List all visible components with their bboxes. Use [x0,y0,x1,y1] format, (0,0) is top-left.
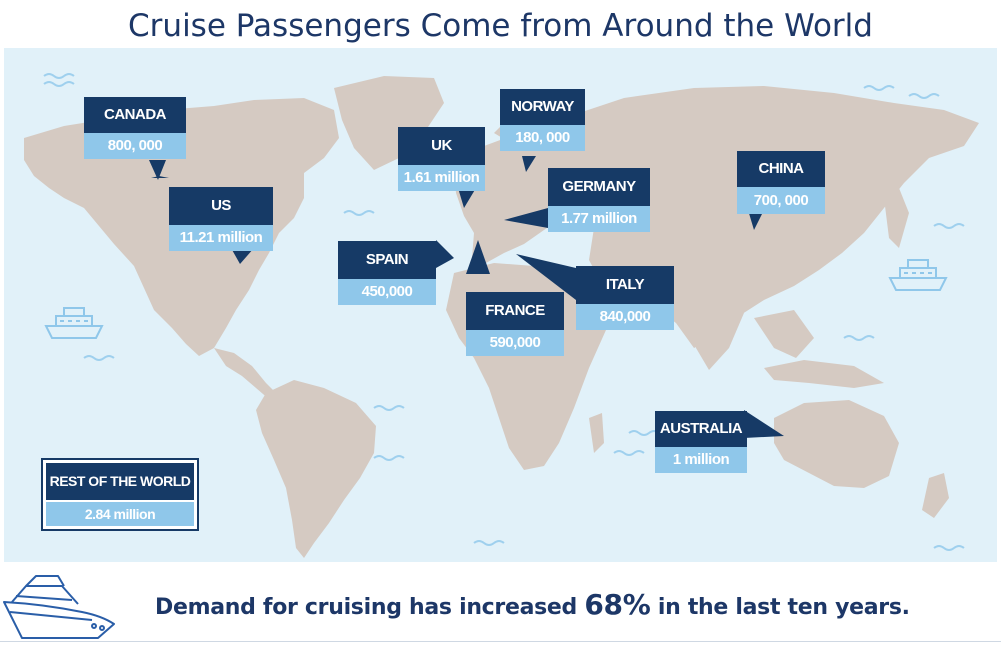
passenger-count: 590,000 [466,330,564,356]
pointer-norway [522,156,536,172]
passenger-count: 800, 000 [84,133,186,159]
country-label: NORWAY [500,89,585,125]
continent-new-zealand [922,473,949,518]
callout-australia: AUSTRALIA 1 million [655,411,747,473]
continent-madagascar [589,413,604,453]
country-label: CHINA [737,151,825,187]
wave-icon [43,73,75,79]
wave-icon [473,540,505,546]
pointer-italy [516,254,576,300]
callout-spain: SPAIN 450,000 [338,241,436,305]
pointer-us [231,248,254,264]
wave-icon [863,85,895,91]
passenger-count: 180, 000 [500,125,585,151]
callout-china: CHINA 700, 000 [737,151,825,214]
footer-text-after: in the last ten years. [650,595,910,620]
passenger-count: 700, 000 [737,187,825,214]
rest-of-world-box: REST OF THE WORLD 2.84 million [41,458,199,531]
ship-icon [888,259,948,291]
country-label: ITALY [576,266,674,304]
callout-norway: NORWAY 180, 000 [500,89,585,151]
callout-uk: UK 1.61 million [398,127,485,191]
wave-icon [613,450,645,456]
rest-of-world-value: 2.84 million [46,502,194,526]
continent-greenland [334,76,444,170]
pointer-australia [744,410,784,438]
passenger-count: 1.77 million [548,206,650,232]
country-label: CANADA [84,97,186,133]
passenger-count: 840,000 [576,304,674,330]
callout-italy: ITALY 840,000 [576,266,674,330]
passenger-count: 11.21 million [169,225,273,251]
pointer-china [748,210,764,230]
ship-icon [44,307,104,339]
footer-divider [0,641,1001,642]
footer-banner: Demand for cruising has increased 68% in… [0,566,1001,647]
continent-indonesia [764,360,884,388]
pointer-france [466,240,490,274]
wave-icon [373,405,405,411]
wave-icon [843,335,875,341]
country-label: AUSTRALIA [655,411,747,447]
wave-icon [373,455,405,461]
wave-icon [908,93,940,99]
continent-central-america [214,348,279,400]
continent-australia [774,400,899,488]
country-label: SPAIN [338,241,436,279]
callout-germany: GERMANY 1.77 million [548,168,650,232]
passenger-count: 1 million [655,447,747,473]
wave-icon [83,355,115,361]
country-label: UK [398,127,485,165]
pointer-canada [151,176,169,178]
pointer-canada-tail [149,160,166,180]
wave-icon [933,545,965,551]
footer-percent: 68% [584,588,651,621]
pointer-uk [458,188,476,208]
page-title: Cruise Passengers Come from Around the W… [128,8,873,44]
wave-icon [43,81,75,87]
callout-us: US 11.21 million [169,187,273,251]
wave-icon [343,210,375,216]
continent-japan [884,188,909,248]
continent-south-america [256,380,376,558]
pointer-germany [504,208,548,228]
world-map: CANADA 800, 000 US 11.21 million UK 1.61… [4,48,997,562]
pointer-spain [436,240,454,268]
country-label: GERMANY [548,168,650,206]
passenger-count: 1.61 million [398,165,485,191]
continent-india [694,293,744,370]
callout-canada: CANADA 800, 000 [84,97,186,159]
footer-statement: Demand for cruising has increased 68% in… [155,588,910,621]
callout-france: FRANCE 590,000 [466,292,564,356]
continent-europe [454,128,594,263]
country-label: FRANCE [466,292,564,330]
wave-icon [933,223,965,229]
cruise-ship-outline-icon [3,575,115,639]
country-label: US [169,187,273,225]
rest-of-world-label: REST OF THE WORLD [46,463,194,500]
footer-text-before: Demand for cruising has increased [155,595,585,620]
wave-icon [628,430,660,436]
passenger-count: 450,000 [338,279,436,305]
continent-se-asia [754,310,814,358]
